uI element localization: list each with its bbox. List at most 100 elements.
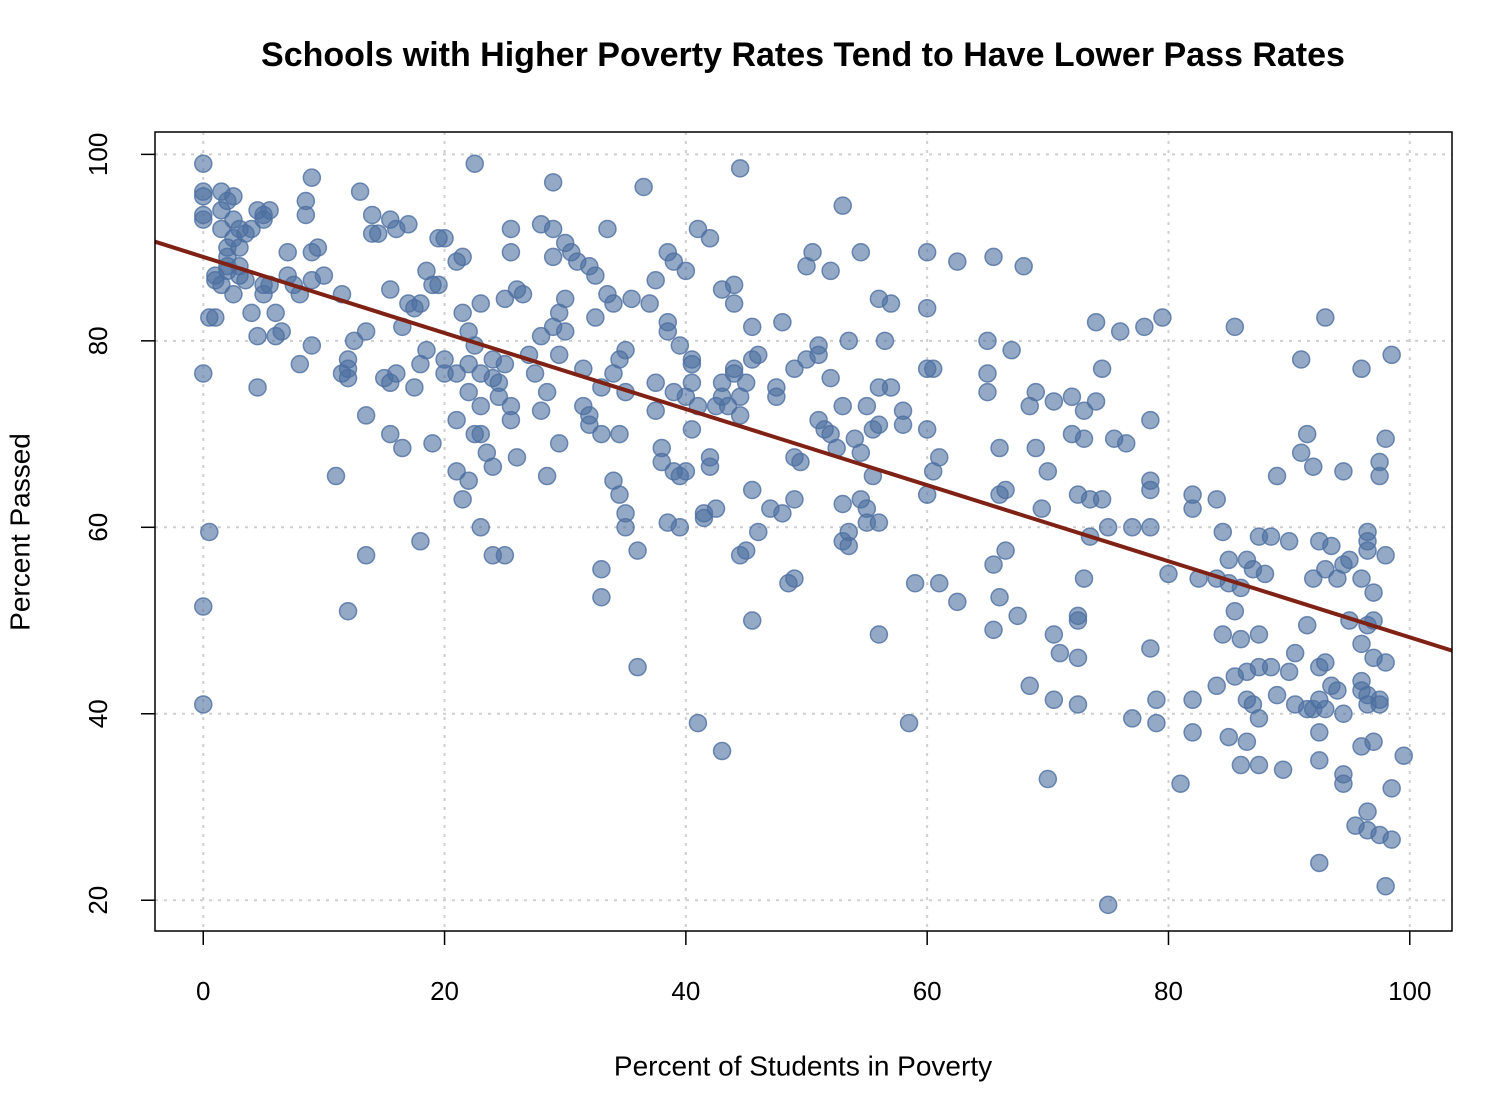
data-point <box>622 289 641 309</box>
x-tick-label: 0 <box>196 976 210 1006</box>
data-point <box>1141 518 1160 537</box>
y-tick-label: 20 <box>83 886 113 915</box>
data-point <box>1394 746 1413 765</box>
data-point <box>1255 564 1275 584</box>
data-point <box>604 294 623 313</box>
data-point <box>839 522 858 542</box>
data-point <box>821 261 840 281</box>
data-point <box>1135 317 1154 337</box>
data-point <box>730 159 750 178</box>
data-point <box>803 243 822 262</box>
data-point <box>1376 429 1395 448</box>
data-point <box>447 410 466 430</box>
data-point <box>742 480 762 500</box>
data-point <box>1159 564 1178 584</box>
data-point <box>1038 769 1058 789</box>
data-point <box>1267 685 1287 705</box>
data-point <box>978 364 997 383</box>
data-point <box>1352 569 1371 588</box>
data-point <box>948 252 967 271</box>
data-point <box>1249 755 1269 775</box>
data-point <box>724 275 744 295</box>
data-point <box>652 452 671 472</box>
data-point <box>616 340 635 360</box>
data-point <box>1279 532 1299 551</box>
data-point <box>1370 466 1389 486</box>
data-point <box>483 457 503 476</box>
data-point <box>1207 676 1226 696</box>
data-point <box>1026 438 1046 458</box>
data-point <box>1237 732 1257 751</box>
data-point <box>344 331 364 351</box>
y-tick-label: 40 <box>83 699 113 728</box>
data-point <box>399 215 418 234</box>
data-point <box>1098 895 1118 915</box>
data-point <box>984 620 1003 640</box>
data-point <box>194 210 213 229</box>
data-point <box>1225 601 1245 621</box>
data-point <box>555 322 575 341</box>
data-point <box>1358 802 1377 821</box>
data-point <box>670 336 690 355</box>
data-point <box>1382 830 1401 849</box>
data-point <box>224 284 243 304</box>
data-point <box>1086 392 1106 411</box>
data-point <box>513 284 533 304</box>
data-point <box>773 504 792 523</box>
data-point <box>736 373 756 393</box>
data-point <box>1141 480 1160 500</box>
data-point <box>1068 648 1088 668</box>
x-tick-label: 20 <box>430 976 459 1006</box>
data-point <box>948 592 967 612</box>
data-point <box>1038 462 1058 481</box>
data-point <box>453 247 472 267</box>
data-point <box>1074 401 1094 421</box>
data-point <box>465 154 484 173</box>
data-point <box>224 187 243 206</box>
data-point <box>1062 387 1082 407</box>
data-point <box>537 382 557 402</box>
data-point <box>1183 690 1202 710</box>
data-point <box>628 657 647 677</box>
data-point <box>929 573 949 593</box>
data-point <box>767 387 786 407</box>
y-tick-label: 80 <box>83 326 113 355</box>
data-point <box>1002 340 1021 360</box>
data-point <box>881 378 901 397</box>
data-point <box>1267 466 1287 486</box>
data-point <box>1249 625 1269 644</box>
data-point <box>598 219 617 239</box>
data-point <box>984 247 1003 267</box>
x-axis-label: Percent of Students in Poverty <box>614 1050 992 1081</box>
data-point <box>1116 434 1136 453</box>
data-point <box>996 480 1015 500</box>
data-point <box>356 546 376 565</box>
data-point <box>833 196 852 215</box>
data-point <box>730 406 750 425</box>
data-point <box>1026 382 1046 402</box>
data-point <box>616 518 635 537</box>
data-point <box>742 317 762 337</box>
data-point <box>537 466 557 486</box>
data-point <box>628 541 647 560</box>
data-point <box>821 368 840 388</box>
data-point <box>387 364 406 383</box>
data-point <box>700 457 720 476</box>
data-point <box>1207 490 1226 509</box>
data-point <box>368 224 388 243</box>
data-point <box>773 312 792 332</box>
data-point <box>423 434 442 453</box>
data-point <box>724 364 744 383</box>
data-point <box>1291 443 1311 462</box>
x-tick-label: 40 <box>671 976 700 1006</box>
data-point <box>646 270 665 290</box>
data-point <box>1147 690 1166 710</box>
data-point <box>586 308 605 327</box>
data-point <box>411 532 430 551</box>
data-point <box>194 597 213 616</box>
data-point <box>1279 662 1299 682</box>
data-point <box>1044 690 1064 710</box>
data-point <box>1376 653 1395 672</box>
data-point <box>700 229 720 248</box>
data-point <box>905 573 925 593</box>
